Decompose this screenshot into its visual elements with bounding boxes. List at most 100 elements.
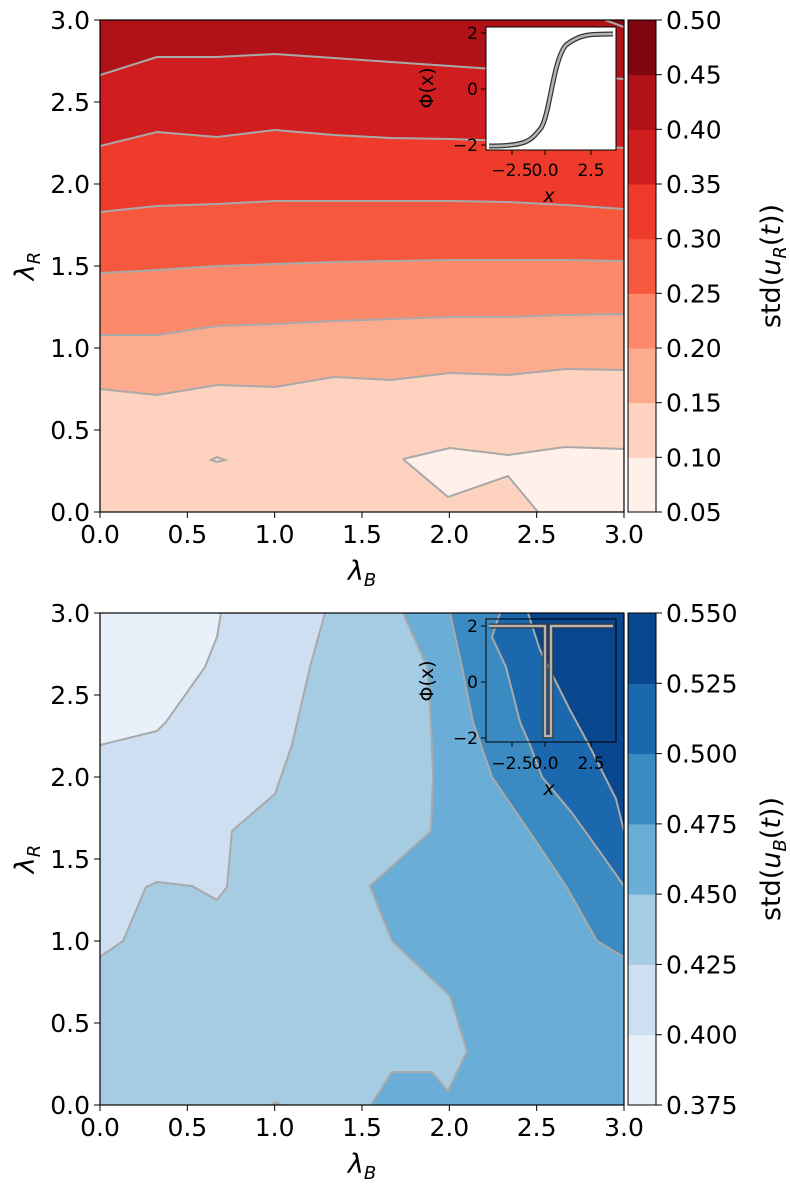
bot-colorbar-tick-label: 0.500 [666, 740, 738, 769]
bottom-x-ticks: 0.0 0.5 1.0 1.5 2.0 2.5 3.0 [80, 1105, 644, 1142]
top-colorbar-label: std(uR(t)) [756, 204, 790, 328]
top-colorbar-swatch [628, 20, 656, 76]
bottom-colorbar-label: std(uB(t)) [756, 797, 790, 921]
bottom-colorbar: 0.375 0.400 0.425 0.450 0.475 0.500 0.525 0.550… [627, 599, 790, 1120]
top-colorbar-tick-label: 0.15 [666, 389, 722, 418]
bottom-contour-0.500 [490, 613, 624, 887]
top-contour-0.10-b [402, 458, 539, 512]
bottom-band-0.500-0.525 [492, 613, 624, 886]
bottom-y-ticks: 0.0 0.5 1.0 1.5 2.0 2.5 3.0 [50, 599, 100, 1120]
top-colorbar-swatch [628, 184, 656, 240]
top-band-0.15-0.20 [100, 314, 624, 395]
bottom-contour-0.475 [449, 613, 624, 958]
bot-colorbar-tick-label: 0.550 [666, 599, 738, 628]
bot-colorbar-swatch [628, 683, 656, 755]
top-y-tick-label: 2.0 [50, 170, 90, 199]
bot-colorbar-swatch [628, 894, 656, 965]
top-inset-curve [488, 32, 614, 148]
top-colorbar-tick-label: 0.30 [666, 225, 722, 254]
top-colorbar-tick-label: 0.20 [666, 334, 722, 363]
top-colorbar-tick-label: 0.10 [666, 443, 722, 472]
top-inset: −2.5 0.0 2.5 2 0 −2 x Φ(x) [416, 24, 617, 207]
bot-colorbar-swatch [628, 753, 656, 825]
bottom-contour-lines [100, 613, 624, 1105]
bot-colorbar-swatch [628, 823, 656, 895]
bottom-panel: 0.0 0.5 1.0 1.5 2.0 2.5 3.0 0.0 0.5 1.0 1.5 2.0 2.5… [10, 599, 790, 1184]
top-y-ticks: 0.0 0.5 1.0 1.5 2.0 2.5 3.0 [50, 6, 100, 527]
top-colorbar: 0.05 0.10 0.15 0.20 0.25 0.30 0.35 0.40 0.45 0.50… [627, 6, 790, 527]
bottom-inset-xtick-3: 2.5 [577, 754, 604, 774]
bottom-inset: −2.5 0.0 2.5 2 0 −2 x Φ(x) [416, 617, 617, 800]
bot-y-tick-label: 0.5 [50, 1009, 90, 1038]
bot-y-tick-label: 0.0 [50, 1091, 90, 1120]
bot-colorbar-swatch [628, 964, 656, 1036]
top-x-tick-label: 1.5 [342, 520, 382, 549]
bot-y-tick-label: 2.0 [50, 763, 90, 792]
bottom-band-0.450-0.475 [370, 613, 624, 1105]
bot-x-tick-label: 0.0 [80, 1113, 120, 1142]
top-inset-xlabel: x [542, 185, 555, 207]
bot-y-tick-label: 1.0 [50, 927, 90, 956]
bottom-contour-0.450-island [271, 1100, 282, 1105]
top-y-tick-label: 1.0 [50, 334, 90, 363]
top-inset-xtick-1: −2.5 [491, 161, 532, 181]
bottom-contour-0.400 [100, 613, 222, 746]
top-contour-0.30 [100, 200, 624, 213]
bottom-inset-xtick-2: 0.0 [531, 754, 558, 774]
top-y-tick-label: 1.5 [50, 252, 90, 281]
top-colorbar-tick-label: 0.05 [666, 498, 722, 527]
top-contour-0.20 [100, 313, 624, 336]
top-inset-ylabel: Φ(x) [416, 67, 438, 108]
top-y-tick-label: 2.5 [50, 88, 90, 117]
top-colorbar-swatch [628, 74, 656, 130]
top-x-axis-label: λB [346, 556, 376, 591]
top-colorbar-tick-label: 0.40 [666, 115, 722, 144]
bottom-inset-ytick-1: 2 [467, 617, 478, 637]
top-x-tick-label: 2.5 [517, 520, 557, 549]
bottom-y-axis-label: λR [10, 845, 45, 876]
bot-x-tick-label: 2.5 [517, 1113, 557, 1142]
bot-colorbar-tick-label: 0.525 [666, 669, 738, 698]
bottom-inset-ytick-3: −2 [453, 729, 478, 749]
bottom-band-0.475-0.500 [450, 613, 624, 957]
top-y-tick-label: 0.0 [50, 498, 90, 527]
bottom-inset-curve [489, 624, 613, 738]
top-contour-0.45 [604, 20, 624, 28]
bot-y-tick-label: 1.5 [50, 845, 90, 874]
bottom-contour-0.450 [368, 613, 469, 1105]
bot-colorbar-tick-label: 0.400 [666, 1021, 738, 1050]
bottom-x-axis-label: λB [346, 1149, 376, 1184]
top-band-0.05-0.10 [403, 447, 624, 512]
top-contour-lines [100, 20, 624, 512]
bottom-inset-ytick-2: 0 [467, 673, 478, 693]
top-colorbar-swatch [628, 129, 656, 185]
top-contour-0.15 [100, 367, 624, 397]
top-x-tick-label: 2.0 [429, 520, 469, 549]
top-band-0.10-0.15 [100, 369, 624, 512]
top-y-axis-label: λR [10, 252, 45, 283]
bot-y-tick-label: 2.5 [50, 681, 90, 710]
top-inset-ytick-1: 2 [467, 24, 478, 44]
top-colorbar-swatch [628, 293, 656, 349]
bot-colorbar-tick-label: 0.375 [666, 1091, 738, 1120]
top-colorbar-frame [627, 19, 657, 513]
top-band-0.25-0.30 [100, 201, 624, 273]
bot-x-tick-label: 0.5 [167, 1113, 207, 1142]
bottom-inset-xtick-1: −2.5 [491, 754, 532, 774]
top-contour-0.10 [402, 445, 624, 460]
top-panel: 0.0 0.5 1.0 1.5 2.0 2.5 3.0 0.0 0.5 1.0 1.5 2.0 2.5… [10, 6, 790, 591]
bottom-contour-0.425 [100, 613, 326, 958]
top-x-tick-label: 0.0 [80, 520, 120, 549]
bot-x-tick-label: 1.5 [342, 1113, 382, 1142]
top-colorbar-swatch [628, 238, 656, 294]
top-x-ticks: 0.0 0.5 1.0 1.5 2.0 2.5 3.0 [80, 512, 644, 549]
top-y-tick-label: 3.0 [50, 6, 90, 35]
top-y-tick-label: 0.5 [50, 416, 90, 445]
top-x-tick-label: 1.0 [255, 520, 295, 549]
bot-colorbar-swatch [628, 1034, 656, 1106]
top-colorbar-swatch [628, 348, 656, 404]
top-colorbar-tick-label: 0.25 [666, 279, 722, 308]
bot-x-tick-label: 3.0 [604, 1113, 644, 1142]
